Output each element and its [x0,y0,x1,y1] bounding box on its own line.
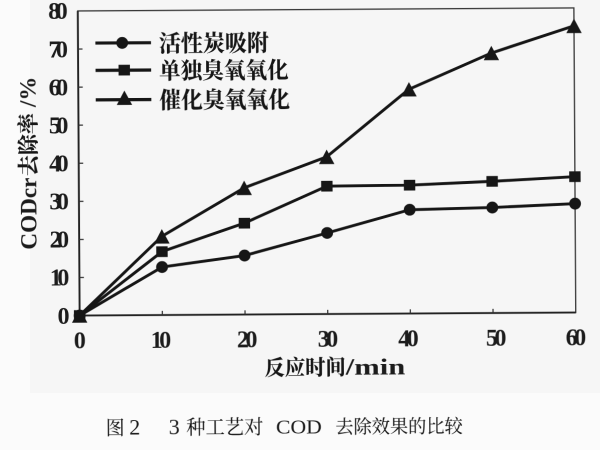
svg-text:10: 10 [151,328,172,354]
svg-text:0: 0 [57,304,69,330]
svg-text:40: 40 [49,151,69,177]
svg-text:COD: COD [276,418,322,439]
svg-text:70: 70 [48,37,68,63]
svg-text:/%: /% [16,77,41,109]
svg-text:CODcr: CODcr [16,178,41,250]
svg-text:10: 10 [50,266,70,292]
svg-text:50: 50 [49,113,69,139]
svg-text:30: 30 [49,190,69,216]
svg-text:/min: /min [344,354,405,380]
svg-text:2: 2 [129,415,140,440]
svg-text:60: 60 [49,75,69,101]
svg-text:0: 0 [74,328,86,354]
svg-text:3: 3 [169,414,180,439]
svg-text:40: 40 [398,326,419,352]
svg-text:30: 30 [318,327,339,353]
svg-text:20: 20 [50,228,70,254]
svg-text:60: 60 [566,325,587,351]
svg-text:20: 20 [237,327,258,353]
svg-text:50: 50 [486,326,507,352]
svg-text:80: 80 [48,0,68,25]
